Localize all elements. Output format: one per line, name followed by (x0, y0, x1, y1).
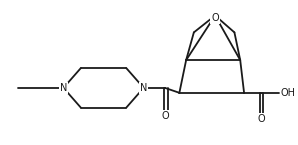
Text: O: O (258, 114, 265, 124)
Text: O: O (211, 12, 219, 22)
Text: N: N (140, 83, 147, 93)
Text: N: N (60, 83, 67, 93)
Text: OH: OH (281, 88, 296, 98)
Text: O: O (161, 111, 169, 121)
